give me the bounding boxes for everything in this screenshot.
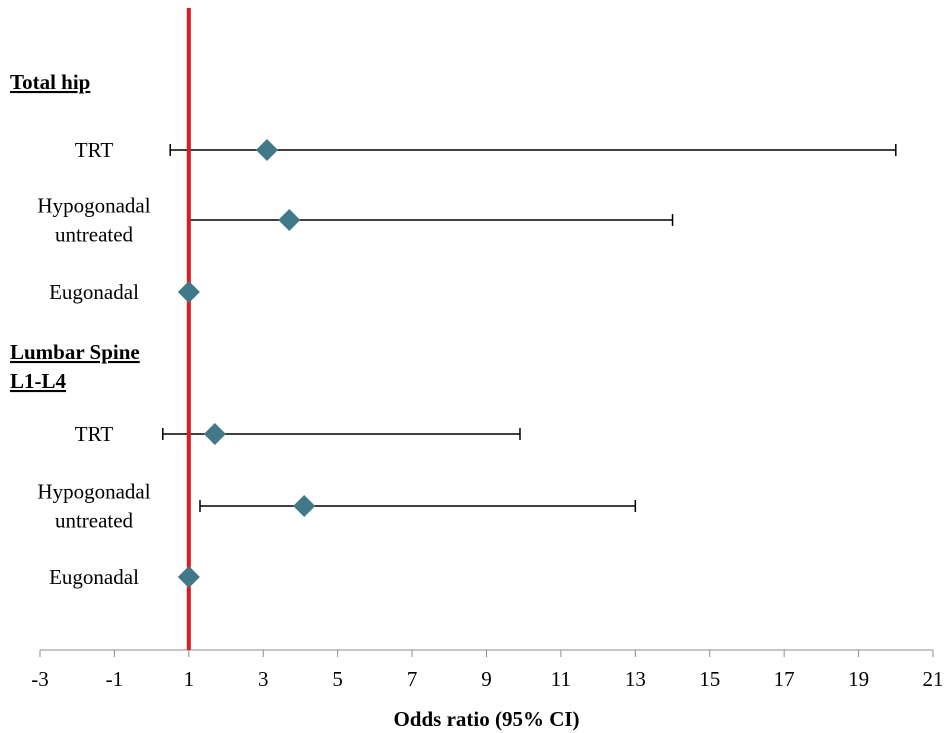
x-axis-title: Odds ratio (95% CI)	[393, 707, 579, 731]
x-tick-label: 13	[625, 667, 646, 691]
x-tick-label: 7	[407, 667, 418, 691]
x-tick-label: 17	[774, 667, 795, 691]
x-tick-label: 3	[258, 667, 269, 691]
odds-ratio-marker	[255, 139, 278, 161]
row-label: Hypogonadal	[37, 194, 150, 218]
x-tick-label: -1	[106, 667, 124, 691]
odds-ratio-marker	[203, 423, 226, 445]
x-tick-label: 21	[923, 667, 944, 691]
section-title: Total hip	[10, 70, 90, 94]
confidence-intervals	[162, 144, 897, 512]
x-tick-label: 9	[481, 667, 492, 691]
odds-ratio-markers	[177, 139, 316, 588]
row-labels: Total hip TRT Hypogonadal untreated Eugonada…	[10, 70, 151, 589]
section-title: L1-L4	[10, 369, 67, 393]
odds-ratio-marker	[177, 566, 200, 588]
x-tick-label: 5	[332, 667, 343, 691]
odds-ratio-marker	[293, 495, 316, 517]
x-axis: -3 -1 1 3 5 7 9 11 13 15 17 19 21	[31, 649, 944, 691]
section-title: Lumbar Spine	[10, 340, 140, 364]
x-tick-label: 11	[551, 667, 571, 691]
odds-ratio-marker	[177, 281, 200, 303]
odds-ratio-marker	[278, 209, 301, 231]
x-tick-label: 15	[699, 667, 720, 691]
row-label: Eugonadal	[49, 565, 139, 589]
row-label: Eugonadal	[49, 280, 139, 304]
row-label: TRT	[75, 138, 114, 162]
row-label: Hypogonadal	[37, 480, 150, 504]
x-tick-label: -3	[31, 667, 49, 691]
row-label: untreated	[55, 509, 134, 533]
x-tick-label: 19	[848, 667, 869, 691]
row-label: TRT	[75, 422, 114, 446]
row-label: untreated	[55, 223, 134, 247]
x-tick-label: 1	[184, 667, 195, 691]
